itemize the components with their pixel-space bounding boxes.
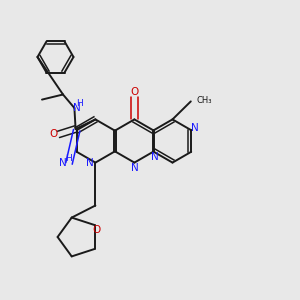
Text: CH₃: CH₃	[197, 96, 212, 105]
Text: O: O	[50, 129, 58, 140]
Text: N: N	[130, 163, 138, 173]
Text: N: N	[86, 158, 94, 168]
Text: O: O	[130, 87, 139, 97]
Text: N: N	[151, 152, 158, 162]
Text: H: H	[65, 154, 71, 163]
Text: O: O	[92, 225, 100, 235]
Text: N: N	[191, 123, 199, 134]
Text: N: N	[58, 158, 66, 169]
Text: H: H	[76, 99, 83, 108]
Text: N: N	[73, 103, 81, 113]
